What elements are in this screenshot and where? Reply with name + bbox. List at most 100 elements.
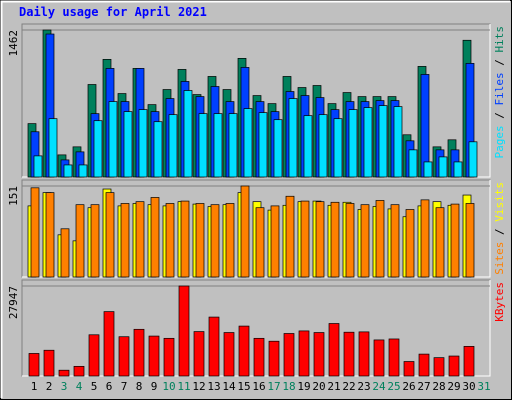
x-tick-label: 24	[372, 380, 386, 393]
bar	[238, 325, 250, 377]
bar	[358, 331, 370, 377]
x-tick-label: 4	[76, 380, 83, 393]
x-tick-label: 29	[447, 380, 460, 393]
bar	[253, 337, 265, 377]
bar	[118, 336, 130, 377]
bar	[433, 357, 445, 377]
x-tick-label: 3	[61, 380, 68, 393]
legend: Pages / Files / Hits	[493, 26, 506, 159]
x-tick-label: 30	[462, 380, 475, 393]
chart-title: Daily usage for April 2021	[19, 5, 207, 19]
x-tick-label: 31	[477, 380, 490, 393]
bar	[193, 331, 205, 377]
bar	[448, 355, 460, 377]
x-tick-label: 6	[106, 380, 113, 393]
bar	[468, 141, 478, 178]
bar	[435, 207, 445, 278]
bar	[105, 192, 115, 278]
x-tick-label: 8	[136, 380, 143, 393]
bar	[163, 337, 175, 377]
bar	[138, 109, 148, 178]
x-tick-label: 1	[31, 380, 38, 393]
bar	[150, 197, 160, 278]
bar	[30, 187, 40, 278]
bar	[78, 164, 88, 178]
x-tick-label: 17	[267, 380, 280, 393]
bar	[210, 204, 220, 278]
bar	[378, 105, 388, 178]
bar	[273, 119, 283, 178]
bar	[43, 349, 55, 377]
bar	[75, 204, 85, 278]
bar	[120, 203, 130, 278]
bar	[388, 338, 400, 377]
x-tick-label: 27	[417, 380, 430, 393]
x-tick-label: 21	[327, 380, 340, 393]
bar	[313, 332, 325, 377]
legend-separator: /	[493, 53, 506, 73]
bar	[343, 331, 355, 377]
bar	[223, 332, 235, 377]
bar	[465, 203, 475, 278]
bar	[348, 109, 358, 178]
bar	[103, 311, 115, 377]
bar	[93, 120, 103, 178]
bar	[243, 108, 253, 178]
bar	[133, 328, 145, 377]
y-tick-label: 27947	[7, 286, 20, 319]
x-tick-label: 16	[252, 380, 265, 393]
bar	[345, 203, 355, 278]
bar	[58, 369, 70, 377]
bar	[423, 161, 433, 178]
bar	[360, 204, 370, 278]
x-tick-label: 18	[282, 380, 295, 393]
bar	[135, 201, 145, 278]
bar	[463, 346, 475, 377]
x-tick-label: 15	[237, 380, 250, 393]
bar	[405, 209, 415, 278]
bar	[108, 101, 118, 178]
bar	[315, 201, 325, 278]
x-tick-label: 12	[192, 380, 205, 393]
bar	[333, 118, 343, 178]
x-tick-label: 9	[151, 380, 158, 393]
bar	[363, 107, 373, 178]
bar	[48, 118, 58, 178]
bar	[283, 333, 295, 377]
x-tick-label: 10	[162, 380, 175, 393]
x-tick-label: 25	[387, 380, 400, 393]
legend-entry: KBytes	[493, 282, 506, 322]
bar	[183, 90, 193, 178]
x-tick-label: 20	[312, 380, 325, 393]
bar	[73, 365, 85, 377]
bar	[195, 203, 205, 278]
legend-entry: Pages	[493, 125, 506, 158]
bar	[168, 114, 178, 178]
x-tick-label: 7	[121, 380, 128, 393]
bar	[303, 115, 313, 178]
bar	[255, 207, 265, 278]
bar	[213, 113, 223, 178]
legend-entry: Hits	[493, 26, 506, 53]
bar	[418, 353, 430, 377]
bar	[90, 204, 100, 278]
x-tick-label: 26	[402, 380, 415, 393]
bar	[208, 316, 220, 377]
legend: KBytes	[493, 282, 506, 322]
plot-bevel	[22, 280, 491, 377]
bar	[45, 192, 55, 278]
bar	[123, 111, 133, 178]
bar	[258, 112, 268, 178]
bar	[285, 195, 295, 278]
bar	[330, 201, 340, 278]
legend-separator: /	[493, 222, 506, 242]
legend: Sites / Visits	[493, 182, 506, 275]
bar	[225, 203, 235, 278]
bar	[420, 199, 430, 278]
legend-entry: Sites	[493, 242, 506, 275]
bar	[153, 121, 163, 178]
bar	[240, 185, 250, 278]
bar	[63, 164, 73, 178]
